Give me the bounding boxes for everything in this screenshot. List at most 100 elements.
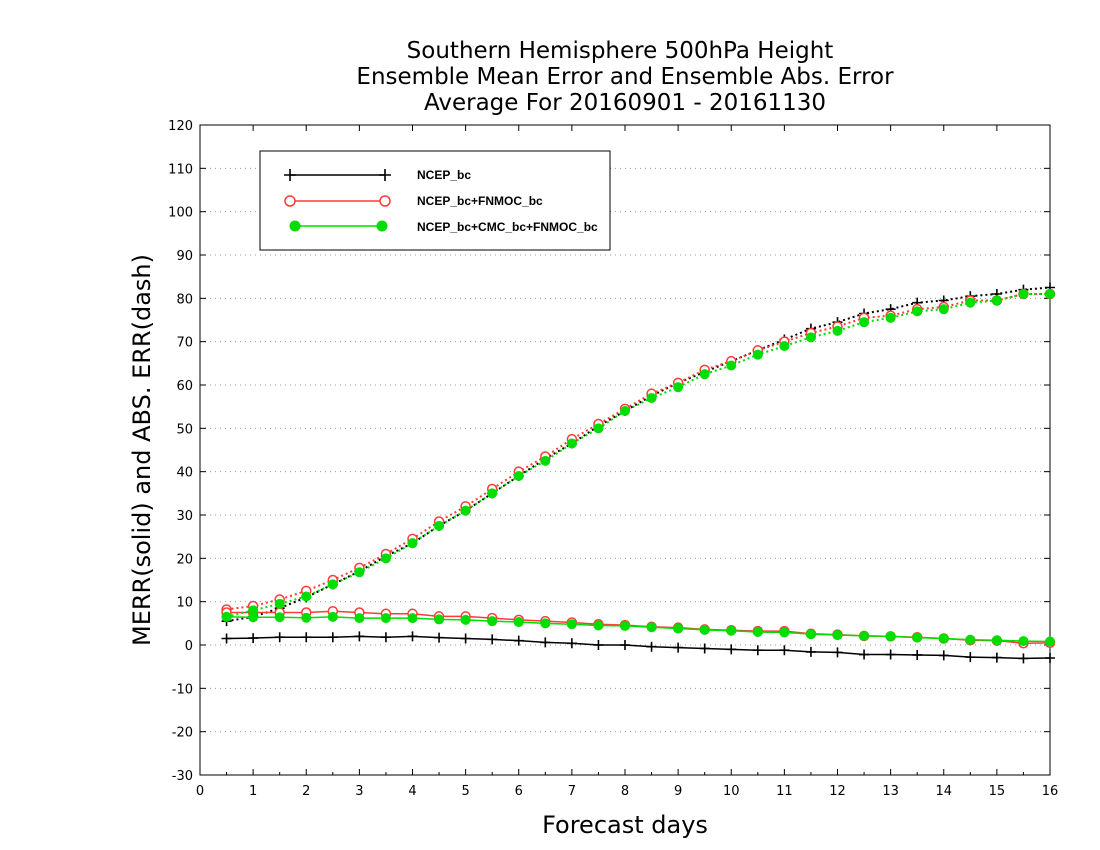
abs-err-point: [673, 382, 684, 393]
merr-point: [566, 638, 577, 649]
abs-err-point: [912, 306, 923, 317]
merr-point: [274, 612, 285, 623]
merr-point: [699, 624, 710, 635]
x-tick-label: 16: [1042, 784, 1059, 799]
merr-point: [274, 632, 285, 643]
merr-point: [832, 630, 843, 641]
abs-err-point: [407, 538, 418, 549]
title-line-2: Ensemble Mean Error and Ensemble Abs. Er…: [356, 64, 894, 90]
series-layer: [221, 282, 1056, 664]
merr-point: [460, 633, 471, 644]
y-tick-label: -20: [172, 726, 193, 741]
abs-err-point: [991, 295, 1002, 306]
legend-marker-open-circle-left: [284, 195, 296, 207]
abs-err-point: [301, 591, 312, 602]
x-tick-label: 1: [249, 784, 257, 799]
merr-point: [832, 647, 843, 658]
abs-err-point: [779, 341, 790, 351]
series-ncep-bc-fnmoc-bc: [221, 288, 1056, 649]
merr-point: [460, 614, 471, 625]
y-tick-label: 60: [176, 379, 193, 394]
merr-point: [593, 640, 604, 650]
merr-point: [1018, 653, 1029, 664]
y-tick-label: 40: [176, 466, 193, 481]
merr-point: [805, 629, 816, 640]
abs-err-point: [327, 579, 338, 590]
x-tick-label: 11: [776, 784, 793, 799]
merr-point: [779, 627, 790, 638]
merr-point: [593, 620, 604, 631]
x-tick-label: 2: [302, 784, 310, 799]
merr-point: [938, 650, 949, 661]
merr-point: [965, 634, 976, 645]
y-tick-label: 90: [176, 249, 193, 264]
abs-err-point: [859, 317, 870, 328]
x-tick-label: 14: [935, 784, 952, 799]
merr-point: [354, 613, 365, 624]
merr-point: [1018, 636, 1029, 647]
x-tick-label: 15: [989, 784, 1006, 799]
abs-err-point: [274, 598, 285, 609]
y-tick-label: 50: [176, 422, 193, 437]
merr-point: [752, 645, 763, 656]
title-line-1: Southern Hemisphere 500hPa Height: [407, 38, 834, 64]
merr-point: [912, 649, 923, 660]
merr-point: [221, 611, 232, 622]
abs-err-point: [620, 406, 630, 416]
x-tick-label: 5: [461, 784, 469, 799]
x-tick-label: 8: [621, 784, 629, 799]
x-tick-label: 9: [674, 784, 682, 799]
abs-err-point: [248, 605, 259, 616]
abs-err-point: [726, 360, 737, 371]
merr-point: [407, 613, 418, 624]
merr-point: [673, 642, 684, 653]
chart-title: Southern Hemisphere 500hPa Height Ensemb…: [356, 38, 894, 116]
merr-point: [487, 616, 498, 627]
legend-label-ncep-bc: NCEP_bc: [417, 168, 471, 182]
abs-err-point: [354, 567, 365, 578]
merr-point: [991, 635, 1002, 646]
merr-point: [859, 630, 870, 641]
abs-err-point: [460, 505, 471, 516]
abs-err-point: [593, 423, 604, 434]
abs-err-point: [805, 332, 816, 343]
abs-err-line-ncep-bc-cmc-bc-fnmoc-bc: [226, 293, 1050, 618]
x-tick-label: 10: [723, 784, 740, 799]
merr-point: [620, 620, 630, 631]
x-tick-label: 12: [829, 784, 846, 799]
abs-err-point: [752, 349, 763, 360]
legend-entry-ncep-cmc-fnmoc: NCEP_bc+CMC_bc+FNMOC_bc: [289, 220, 598, 234]
merr-point: [566, 619, 577, 630]
y-tick-label: -10: [172, 682, 193, 697]
y-tick-label: 120: [168, 119, 193, 134]
merr-point: [434, 632, 445, 643]
merr-point: [221, 633, 232, 644]
abs-err-point: [832, 325, 843, 336]
x-tick-label: 13: [882, 784, 899, 799]
merr-point: [248, 612, 259, 623]
merr-point: [1045, 636, 1055, 647]
x-tick-label: 7: [568, 784, 576, 799]
abs-err-point: [434, 520, 445, 531]
merr-point: [805, 646, 816, 657]
merr-point: [248, 633, 259, 644]
y-tick-label: 80: [176, 292, 193, 307]
abs-err-line-ncep-bc: [226, 286, 1051, 623]
legend-label-ncep-fnmoc: NCEP_bc+FNMOC_bc: [417, 194, 543, 208]
merr-point: [513, 617, 524, 628]
abs-err-point: [566, 438, 577, 449]
y-tick-label: 100: [168, 206, 193, 221]
merr-point: [301, 612, 312, 623]
legend-marker-filled-circle-left: [289, 220, 301, 232]
merr-point: [380, 632, 391, 643]
merr-point: [885, 649, 896, 660]
merr-point: [407, 631, 418, 642]
merr-point: [487, 634, 498, 645]
abs-err-point: [885, 312, 896, 323]
x-axis-label: Forecast days: [542, 811, 708, 839]
merr-line-ncep-bc-cmc-bc-fnmoc-bc: [226, 616, 1051, 643]
merr-point: [726, 644, 737, 655]
x-tick-label: 0: [196, 784, 204, 799]
x-tick-label: 4: [408, 784, 416, 799]
